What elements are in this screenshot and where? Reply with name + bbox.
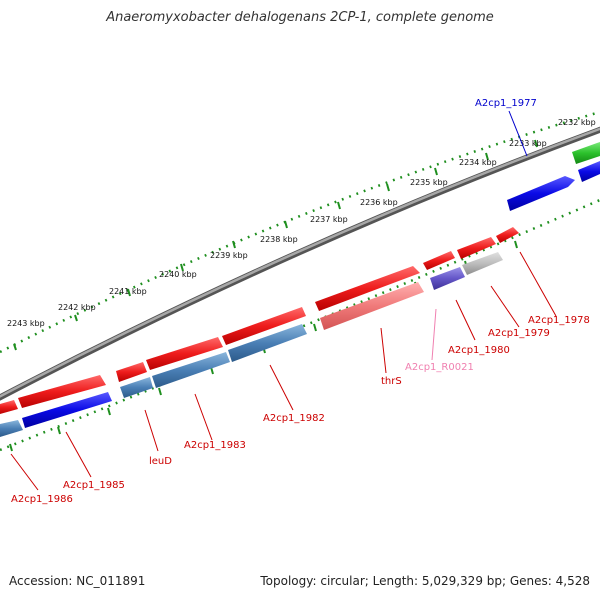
gene-A2cp1_1986-fwd[interactable]: [0, 400, 18, 414]
gene-label-A2cp1_1978: A2cp1_1978: [528, 315, 590, 326]
genome-backbone: [0, 126, 600, 401]
gene-A2cp1_1982[interactable]: [228, 324, 307, 362]
gene-thrS-reverse[interactable]: [320, 282, 424, 330]
gene-label-A2cp1_1986: A2cp1_1986: [11, 494, 73, 505]
scale-label-2242: 2242 kbp: [58, 303, 96, 312]
leader-lines: [10, 110, 557, 491]
gene-A2cp1_1985[interactable]: [22, 392, 112, 428]
gene-thrS[interactable]: [315, 266, 420, 311]
accession-text: Accession: NC_011891: [9, 574, 146, 588]
gene-A2cp1_1983-fwd[interactable]: [146, 337, 223, 370]
gene-label-A2cp1_1980: A2cp1_1980: [448, 345, 510, 356]
gene-A2cp1_1986[interactable]: [0, 420, 23, 437]
gene-A2cp1_1978[interactable]: [496, 227, 519, 243]
gene-A2cp1_1979-fwd[interactable]: [457, 237, 496, 259]
gene-leuD[interactable]: [120, 377, 153, 398]
scale-label-2239: 2239 kbp: [210, 251, 248, 260]
scale-label-2233: 2233 kbp: [509, 139, 547, 148]
gene-label-leuD: leuD: [149, 456, 172, 467]
scale-label-2240: 2240 kbp: [159, 270, 197, 279]
gene-fwd-small[interactable]: [423, 251, 455, 270]
outer-scale-ticks: [13, 139, 538, 351]
scale-label-2241: 2241 kbp: [109, 287, 147, 296]
scale-label-2243: 2243 kbp: [7, 319, 45, 328]
scale-label-2236: 2236 kbp: [360, 198, 398, 207]
scale-label-2232: 2232 kbp: [558, 118, 596, 127]
map-title: Anaeromyxobacter dehalogenans 2CP-1, com…: [106, 10, 494, 25]
gene-A2cp1_1982-fwd[interactable]: [222, 307, 306, 345]
gene-leuD-fwd[interactable]: [116, 362, 147, 382]
genome-backbone-highlight: [0, 127, 600, 398]
gene-label-A2cp1_1982: A2cp1_1982: [263, 413, 325, 424]
gene-label-A2cp1_1985: A2cp1_1985: [63, 480, 125, 491]
genome-summary-text: Topology: circular; Length: 5,029,329 bp…: [260, 574, 590, 588]
gene-A2cp1_1983[interactable]: [152, 352, 230, 388]
scale-label-2234: 2234 kbp: [459, 158, 497, 167]
scale-label-2237: 2237 kbp: [310, 215, 348, 224]
gene-A2cp1_1985-fwd[interactable]: [18, 375, 106, 408]
gene-A2cp1_1979[interactable]: [462, 252, 503, 275]
gene-label-A2cp1_1983: A2cp1_1983: [184, 440, 246, 451]
scale-label-2235: 2235 kbp: [410, 178, 448, 187]
gene-label-A2cp1_R0021: A2cp1_R0021: [405, 362, 474, 373]
gene-label-A2cp1_1979: A2cp1_1979: [488, 328, 550, 339]
outer-scale-ring: [0, 110, 600, 354]
gene-green-forward[interactable]: [572, 142, 600, 164]
gene-label-A2cp1_1977: A2cp1_1977: [475, 98, 537, 109]
scale-label-2238: 2238 kbp: [260, 235, 298, 244]
gene-A2cp1_1980[interactable]: [430, 267, 465, 290]
gene-blue-edge[interactable]: [578, 161, 600, 182]
gene-label-thrS: thrS: [381, 376, 402, 387]
gene-A2cp1_1977[interactable]: [507, 176, 575, 211]
